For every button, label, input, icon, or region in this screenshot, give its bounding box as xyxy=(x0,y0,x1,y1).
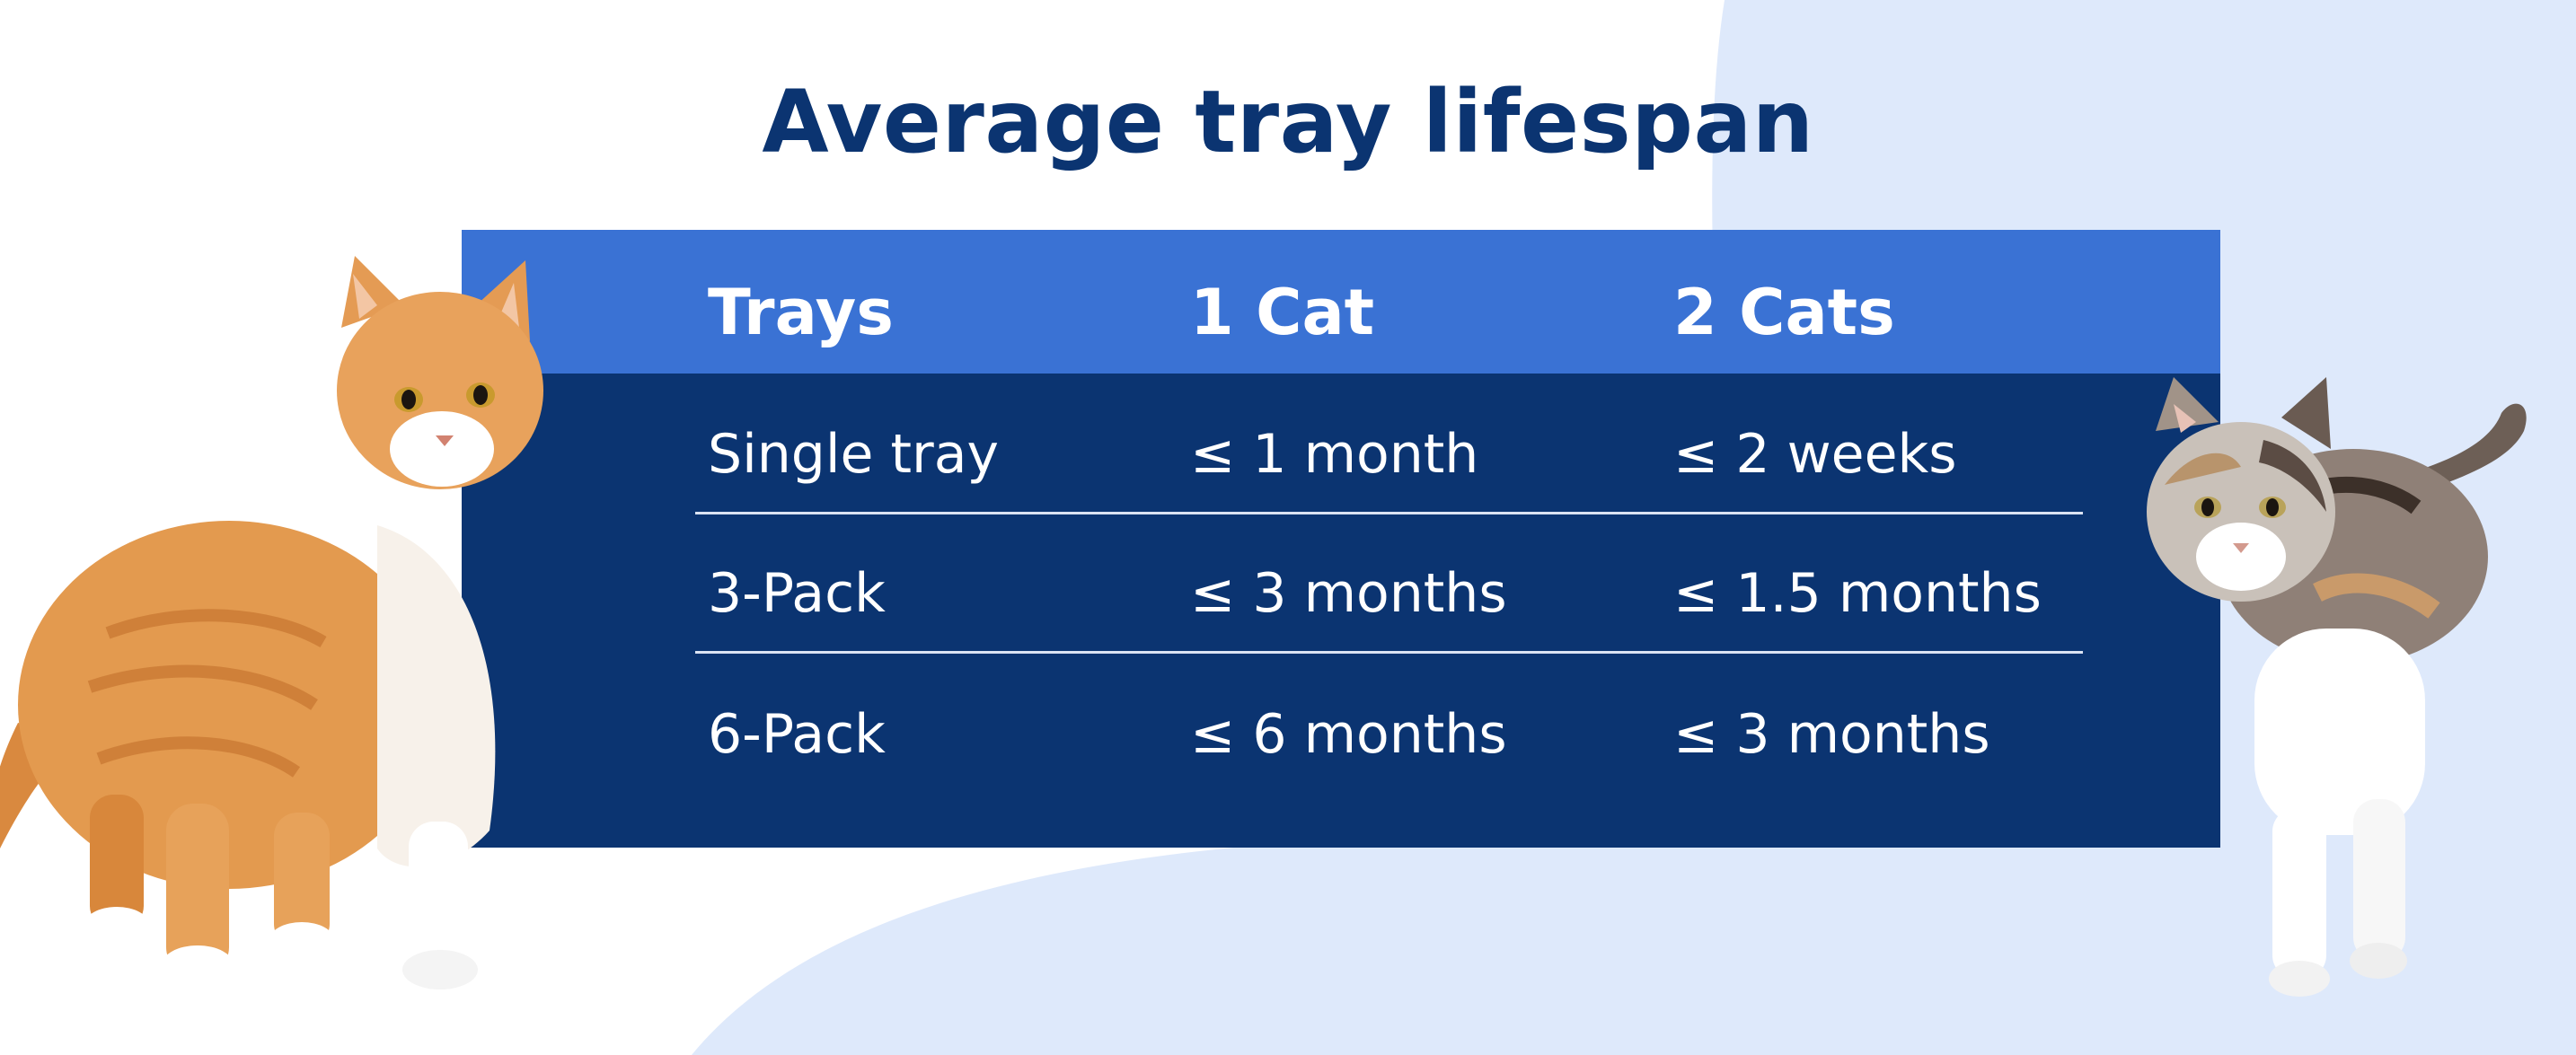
row-divider xyxy=(695,651,2083,654)
page-title: Average tray lifespan xyxy=(762,72,1814,172)
calico-cat-image xyxy=(2147,377,2527,997)
row-2-two-cats: ≤ 1.5 months xyxy=(1673,562,2042,625)
table-header-row: Trays 1 Cat 2 Cats xyxy=(462,230,2220,374)
table-body: Single tray ≤ 1 month ≤ 2 weeks 3-Pack ≤… xyxy=(462,374,2220,848)
row-divider xyxy=(695,512,2083,514)
header-trays: Trays xyxy=(708,276,894,349)
row-1-one-cat: ≤ 1 month xyxy=(1190,423,1479,486)
orange-cat-image xyxy=(0,256,543,989)
header-1-cat: 1 Cat xyxy=(1190,276,1375,349)
row-3-one-cat: ≤ 6 months xyxy=(1190,703,1507,766)
row-3-trays: 6-Pack xyxy=(708,703,886,766)
row-1-two-cats: ≤ 2 weeks xyxy=(1673,423,1957,486)
lifespan-table: Trays 1 Cat 2 Cats Single tray ≤ 1 month… xyxy=(462,230,2220,848)
row-2-one-cat: ≤ 3 months xyxy=(1190,562,1507,625)
row-1-trays: Single tray xyxy=(708,423,999,486)
row-3-two-cats: ≤ 3 months xyxy=(1673,703,1990,766)
background-blob-bottom xyxy=(692,835,2576,1055)
row-2-trays: 3-Pack xyxy=(708,562,886,625)
header-2-cats: 2 Cats xyxy=(1673,276,1895,349)
